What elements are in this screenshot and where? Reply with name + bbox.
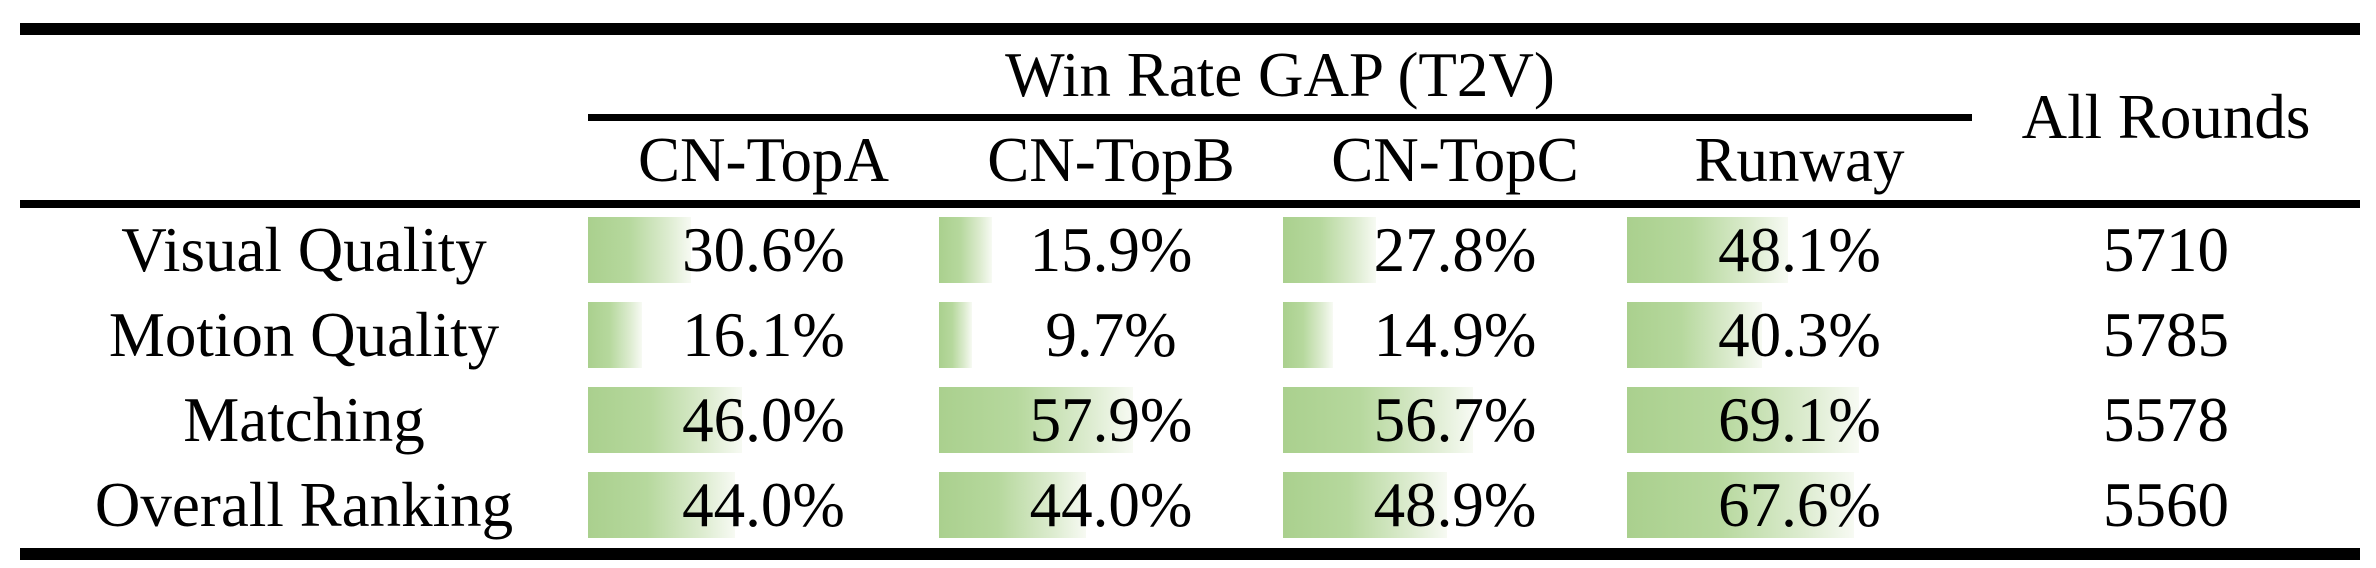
- percent-value: 48.9%: [1373, 470, 1537, 540]
- data-bar: [1627, 387, 1859, 453]
- all-rounds-value: 5578: [2103, 385, 2229, 455]
- value-cell: 16.1%: [588, 293, 939, 378]
- data-bar: [1627, 472, 1854, 538]
- percent-value: 27.8%: [1373, 215, 1537, 285]
- column-header-cn-topa: CN-TopA: [637, 125, 890, 195]
- table-bottom-rule: [20, 548, 2360, 560]
- table-row: Motion Quality 16.1% 9.7% 14.9% 40.3% 57…: [20, 293, 2360, 378]
- percent-value: 15.9%: [1029, 215, 1193, 285]
- percent-value: 48.1%: [1718, 215, 1881, 285]
- all-rounds-value: 5710: [2103, 215, 2229, 285]
- table-row: Visual Quality 30.6% 15.9% 27.8% 48.1% 5…: [20, 208, 2360, 293]
- column-header-runway: Runway: [1694, 125, 1905, 195]
- percent-value: 67.6%: [1718, 470, 1881, 540]
- value-cell: 44.0%: [939, 463, 1283, 548]
- value-cell: 40.3%: [1627, 293, 1972, 378]
- table-top-rule: [20, 23, 2360, 35]
- percent-value: 16.1%: [682, 300, 845, 370]
- table-row: Matching 46.0% 57.9% 56.7% 69.1% 5578: [20, 378, 2360, 463]
- data-bar: [939, 387, 1133, 453]
- data-bar: [588, 217, 691, 283]
- row-label: Overall Ranking: [94, 470, 514, 540]
- value-cell: 48.1%: [1627, 208, 1972, 293]
- all-rounds-header: All Rounds: [2021, 82, 2311, 152]
- data-bar: [588, 472, 736, 538]
- value-cell: 14.9%: [1283, 293, 1627, 378]
- column-header-cn-topc: CN-TopC: [1331, 125, 1579, 195]
- group-header-cell: Win Rate GAP (T2V): [588, 35, 1972, 121]
- percent-value: 57.9%: [1029, 385, 1193, 455]
- all-rounds-value: 5785: [2103, 300, 2229, 370]
- group-header-title: Win Rate GAP (T2V): [1005, 40, 1555, 110]
- data-bar: [1283, 302, 1333, 368]
- value-cell: 15.9%: [939, 208, 1283, 293]
- percent-value: 40.3%: [1718, 300, 1881, 370]
- value-cell: 9.7%: [939, 293, 1283, 378]
- table-body: Visual Quality 30.6% 15.9% 27.8% 48.1% 5…: [20, 208, 2360, 548]
- value-cell: 57.9%: [939, 378, 1283, 463]
- header-body-rule: [20, 200, 2360, 208]
- data-bar: [1283, 472, 1447, 538]
- data-bar: [588, 387, 743, 453]
- value-cell: 56.7%: [1283, 378, 1627, 463]
- all-rounds-value: 5560: [2103, 470, 2229, 540]
- value-cell: 46.0%: [588, 378, 939, 463]
- column-header-cn-topb: CN-TopB: [987, 125, 1235, 195]
- percent-value: 69.1%: [1718, 385, 1881, 455]
- row-label: Matching: [183, 385, 425, 455]
- percent-value: 46.0%: [682, 385, 845, 455]
- percent-value: 56.7%: [1373, 385, 1537, 455]
- percent-value: 44.0%: [1029, 470, 1193, 540]
- data-bar: [1283, 217, 1377, 283]
- percent-value: 30.6%: [682, 215, 845, 285]
- data-bar: [1627, 217, 1789, 283]
- row-label: Visual Quality: [121, 215, 487, 285]
- value-cell: 67.6%: [1627, 463, 1972, 548]
- percent-value: 44.0%: [682, 470, 845, 540]
- value-cell: 44.0%: [588, 463, 939, 548]
- value-cell: 27.8%: [1283, 208, 1627, 293]
- percent-value: 9.7%: [1045, 300, 1177, 370]
- data-bar: [939, 217, 993, 283]
- data-bar: [1283, 387, 1473, 453]
- table-row: Overall Ranking 44.0% 44.0% 48.9% 67.6% …: [20, 463, 2360, 548]
- table-header: Win Rate GAP (T2V) All Rounds CN-TopA CN…: [20, 35, 2360, 200]
- percent-value: 14.9%: [1373, 300, 1537, 370]
- data-bar: [588, 302, 642, 368]
- value-cell: 30.6%: [588, 208, 939, 293]
- value-cell: 69.1%: [1627, 378, 1972, 463]
- data-bar: [939, 472, 1087, 538]
- row-label: Motion Quality: [108, 300, 500, 370]
- data-bar: [1627, 302, 1762, 368]
- win-rate-gap-table: Win Rate GAP (T2V) All Rounds CN-TopA CN…: [20, 23, 2360, 560]
- data-bar: [939, 302, 972, 368]
- value-cell: 48.9%: [1283, 463, 1627, 548]
